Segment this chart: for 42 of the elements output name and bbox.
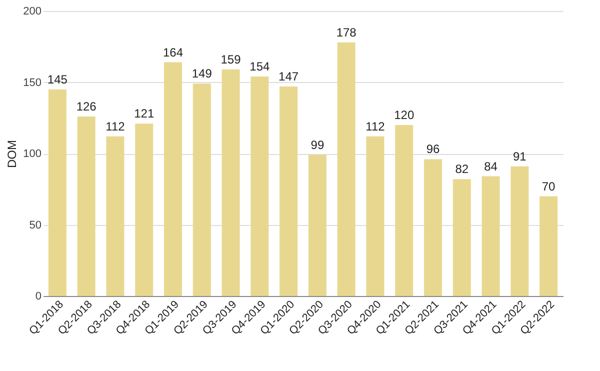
y-tick-label: 50	[29, 219, 42, 232]
data-label: 154	[250, 60, 270, 74]
bar	[452, 179, 471, 296]
bar	[424, 159, 442, 296]
data-label: 82	[455, 162, 469, 176]
data-label: 112	[106, 119, 126, 134]
data-label: 91	[512, 149, 527, 164]
bar	[337, 42, 356, 296]
bar	[366, 136, 384, 296]
bar	[395, 125, 414, 296]
data-label: 178	[336, 25, 357, 40]
y-tick-label: 200	[23, 6, 42, 18]
y-tick-label: 0	[35, 290, 42, 302]
y-axis-title: DOM	[5, 140, 20, 168]
data-label: 126	[76, 99, 97, 114]
data-label: 164	[162, 45, 184, 60]
data-label: 84	[484, 159, 498, 174]
bar	[482, 176, 500, 296]
bar	[164, 62, 182, 296]
data-label: 159	[220, 52, 242, 66]
data-label: 99	[310, 138, 324, 152]
data-label: 112	[366, 119, 386, 134]
bar	[250, 76, 269, 296]
bar	[106, 136, 124, 296]
bar	[222, 69, 240, 296]
data-label: 147	[278, 70, 299, 84]
data-label: 145	[47, 72, 68, 86]
data-label: 121	[134, 106, 154, 121]
data-label: 120	[394, 108, 414, 122]
bar	[510, 166, 529, 296]
y-tick-label: 100	[23, 148, 42, 160]
bar	[308, 154, 326, 296]
bar	[540, 196, 558, 296]
bar	[280, 86, 298, 296]
bar	[192, 84, 211, 296]
bar	[48, 89, 66, 296]
bar	[135, 124, 154, 296]
bar	[77, 116, 96, 296]
data-label: 70	[542, 179, 556, 194]
data-label: 96	[426, 142, 440, 156]
data-label: 149	[192, 66, 212, 81]
y-tick-label: 150	[23, 76, 42, 89]
